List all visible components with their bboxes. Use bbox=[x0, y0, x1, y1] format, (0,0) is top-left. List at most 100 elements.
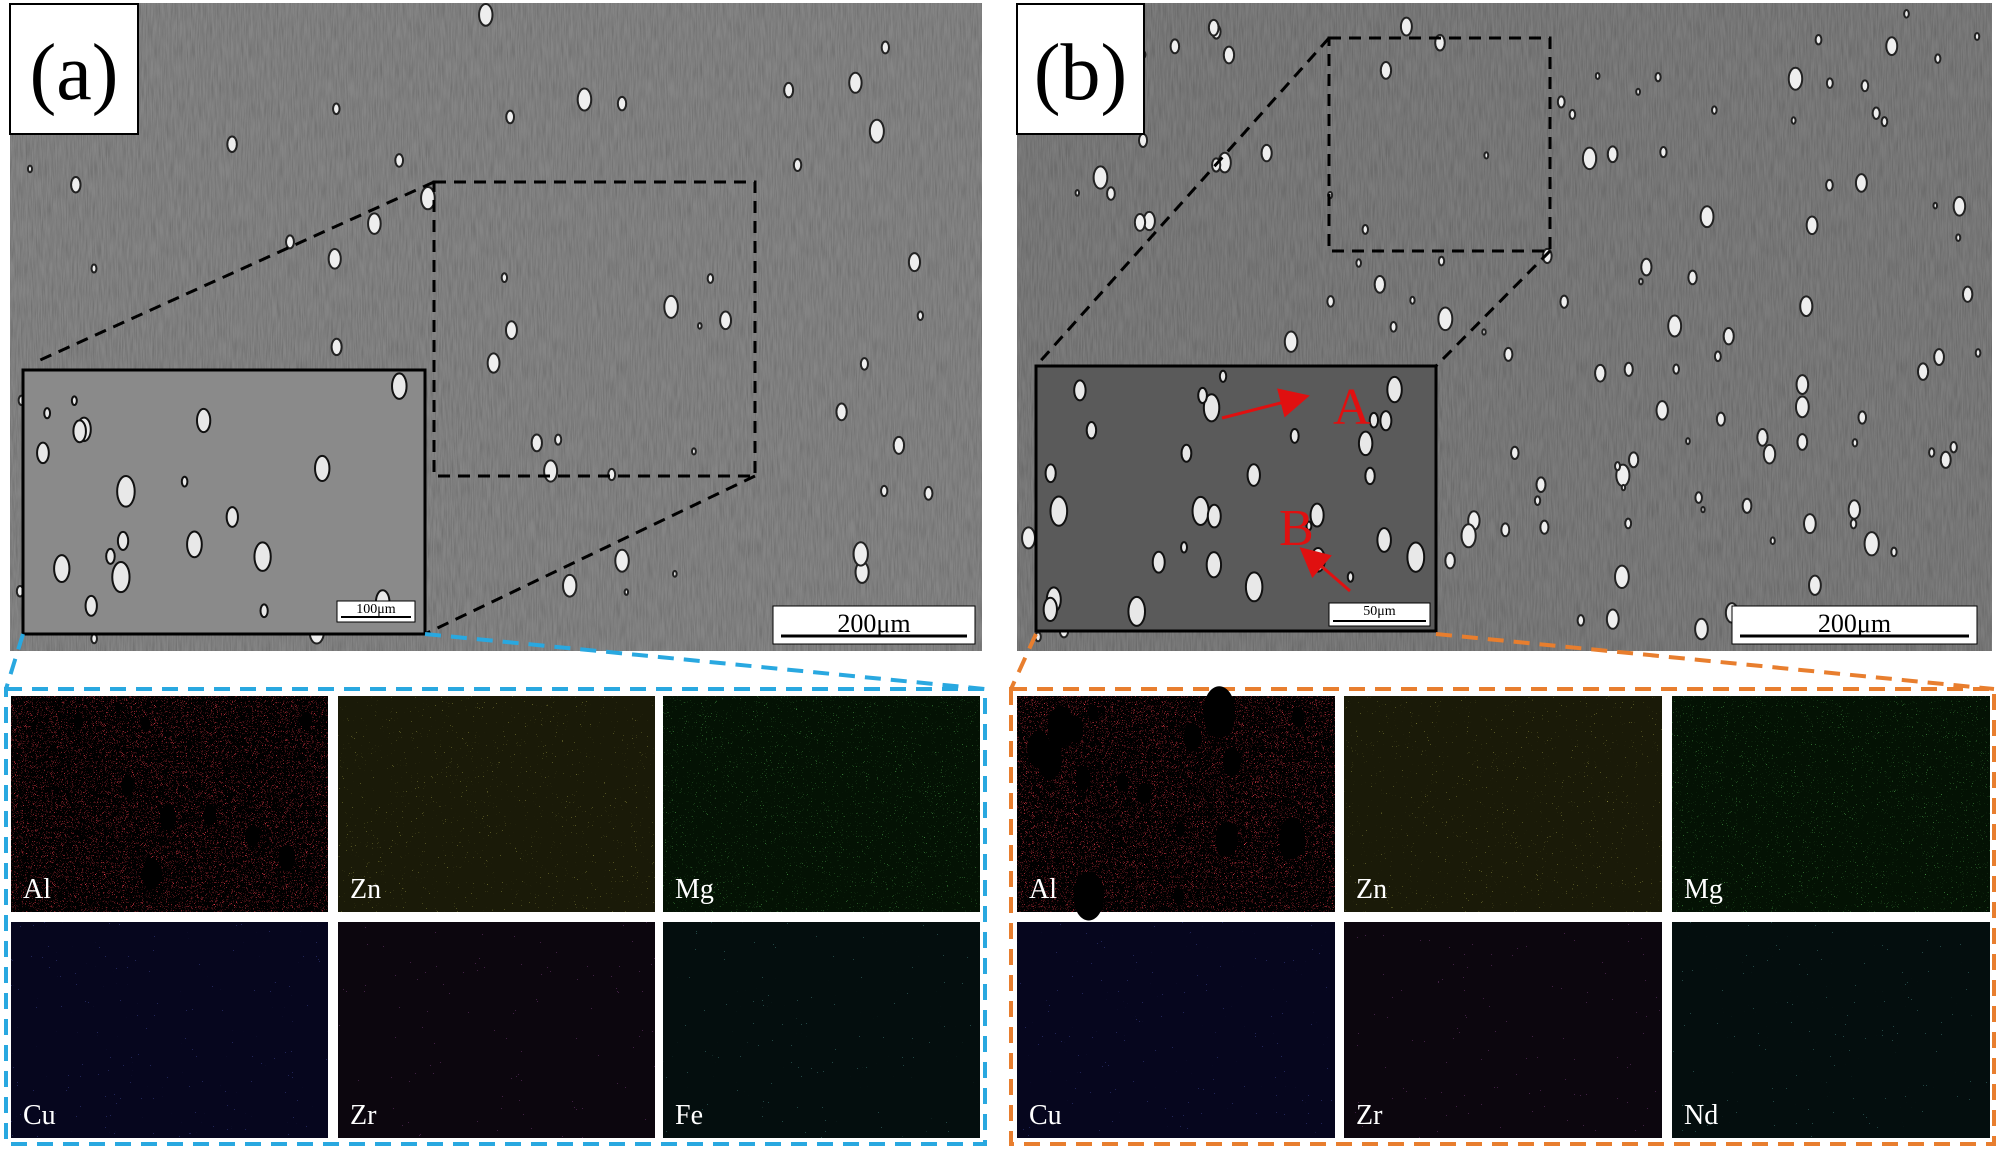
particle bbox=[880, 40, 890, 55]
particle bbox=[880, 484, 889, 498]
inset-particle bbox=[1376, 527, 1392, 553]
particle bbox=[1638, 277, 1644, 286]
inset-image bbox=[21, 368, 427, 636]
map-void bbox=[1183, 722, 1202, 752]
particle bbox=[1903, 9, 1910, 19]
particle bbox=[1711, 105, 1718, 115]
scale-text: 200μm bbox=[1818, 609, 1891, 638]
inset-particle bbox=[1049, 495, 1069, 527]
particle bbox=[1614, 564, 1630, 590]
particle bbox=[1973, 31, 1981, 42]
particle bbox=[1559, 294, 1569, 309]
particle bbox=[1640, 257, 1653, 277]
inset-particle bbox=[53, 554, 71, 583]
inset-particle bbox=[391, 372, 408, 400]
panel-label: (a) bbox=[30, 29, 119, 117]
particle bbox=[1949, 440, 1958, 454]
particle bbox=[1483, 151, 1490, 160]
particle bbox=[70, 176, 82, 194]
particle bbox=[486, 352, 501, 374]
inset-particle bbox=[225, 506, 239, 528]
particle bbox=[478, 2, 494, 27]
map-void bbox=[1222, 747, 1241, 777]
map-label: Zr bbox=[350, 1100, 377, 1131]
inset-particle bbox=[180, 475, 189, 488]
map-void bbox=[1203, 686, 1236, 739]
inset-particle bbox=[1206, 503, 1222, 529]
particle bbox=[848, 71, 863, 94]
particle bbox=[1260, 143, 1273, 163]
particle bbox=[1851, 438, 1859, 448]
particle bbox=[1805, 215, 1819, 236]
particle bbox=[1667, 314, 1683, 338]
particle bbox=[367, 212, 382, 235]
zoom-line bbox=[1434, 249, 1552, 368]
particle bbox=[1808, 574, 1822, 596]
inset-particle bbox=[1244, 571, 1264, 603]
particle bbox=[1700, 505, 1706, 514]
map-label: Cu bbox=[1029, 1100, 1062, 1131]
particle bbox=[1222, 45, 1236, 65]
inset-particle bbox=[111, 560, 131, 594]
map-speckle bbox=[1672, 696, 1990, 912]
particle bbox=[1699, 205, 1715, 229]
particle bbox=[1857, 410, 1868, 425]
particle bbox=[672, 569, 678, 578]
particle bbox=[1444, 551, 1456, 570]
particle bbox=[1074, 189, 1081, 197]
map-void bbox=[1137, 782, 1152, 805]
map-label: Nd bbox=[1684, 1100, 1718, 1131]
particle bbox=[1713, 350, 1722, 363]
map-void bbox=[140, 716, 151, 732]
particle bbox=[285, 234, 295, 250]
scale-box bbox=[1731, 605, 1978, 645]
inset-particle bbox=[1368, 411, 1380, 429]
map-void bbox=[300, 711, 313, 731]
particle bbox=[1741, 497, 1753, 514]
particle bbox=[505, 109, 516, 125]
panel-label-box bbox=[1016, 3, 1145, 135]
particle bbox=[1871, 106, 1881, 120]
map-void bbox=[142, 857, 162, 890]
inset-particle bbox=[1205, 551, 1223, 579]
map-speckle bbox=[1672, 922, 1990, 1138]
particle bbox=[1409, 295, 1416, 305]
particle bbox=[1687, 269, 1698, 286]
inset-particle bbox=[1044, 463, 1057, 484]
connector bbox=[1009, 633, 1038, 690]
panel-label: (b) bbox=[1034, 29, 1127, 117]
particle bbox=[1795, 374, 1810, 395]
map-void bbox=[1215, 821, 1239, 857]
map-speckle bbox=[1017, 922, 1335, 1138]
annotation-arrow bbox=[1221, 388, 1310, 420]
particle bbox=[1794, 395, 1810, 419]
particle bbox=[697, 321, 703, 330]
annotation: A bbox=[1333, 379, 1371, 436]
particle bbox=[1133, 213, 1147, 232]
panel-label-box bbox=[9, 3, 139, 135]
map-void bbox=[1073, 871, 1105, 921]
particle bbox=[1934, 53, 1942, 64]
particle bbox=[1605, 608, 1620, 630]
particle bbox=[1814, 34, 1823, 46]
particle bbox=[1594, 363, 1607, 383]
map-void bbox=[73, 713, 84, 730]
inset-scale-text: 100μm bbox=[356, 602, 396, 617]
particle bbox=[1620, 483, 1627, 492]
particle bbox=[1283, 330, 1299, 353]
particle bbox=[859, 357, 869, 371]
particle bbox=[1021, 526, 1036, 550]
particle bbox=[1787, 66, 1804, 91]
maps-frame bbox=[1009, 687, 1996, 1146]
particle bbox=[1803, 513, 1817, 535]
particle bbox=[1885, 36, 1899, 57]
particle bbox=[916, 310, 925, 322]
particle bbox=[394, 153, 405, 168]
particle bbox=[1355, 258, 1362, 268]
particle bbox=[1092, 165, 1109, 190]
inset-particle bbox=[1197, 386, 1208, 405]
map-void bbox=[120, 775, 134, 797]
inset-particle bbox=[1309, 502, 1325, 528]
particle bbox=[576, 87, 593, 112]
